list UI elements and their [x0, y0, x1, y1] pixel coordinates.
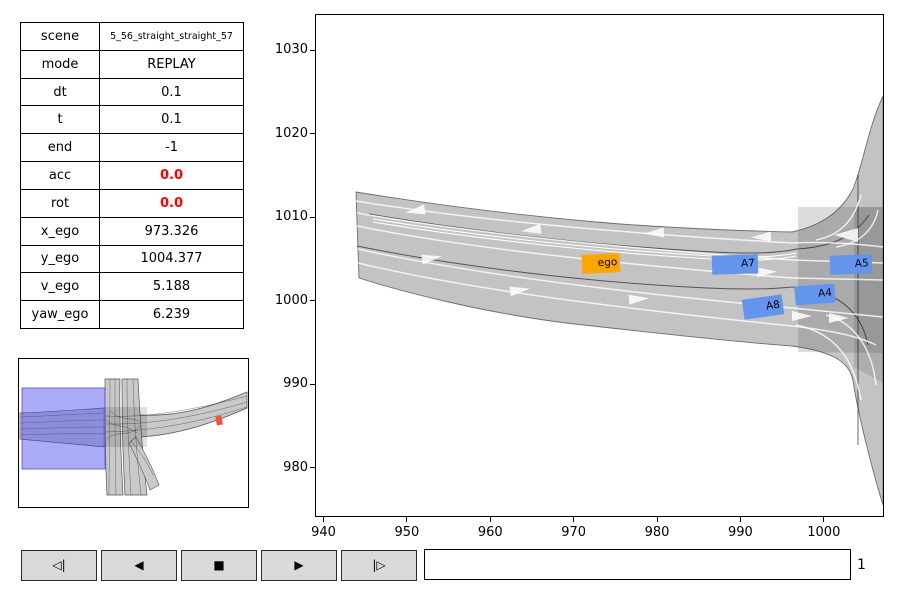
- field-value: 0.0: [99, 188, 244, 218]
- x-tick-label: 950: [394, 525, 420, 540]
- field-label: t: [20, 105, 100, 135]
- table-row: yaw_ego 6.239: [20, 300, 244, 329]
- y-tick-label: 1030: [274, 42, 308, 58]
- scenario-plot: ego A7 A5 A4 A8 940 950 960 970 980 990 1000 980 990…: [275, 14, 884, 540]
- y-tick-mark: [310, 133, 315, 135]
- vehicle-ego: ego: [581, 253, 622, 275]
- minimap-ego-marker: [215, 415, 223, 426]
- ego-state-table: scene 5_56_straight_straight_57 mode REPLAY…: [20, 22, 244, 329]
- field-value: 6.239: [99, 300, 244, 329]
- table-row: acc 0.0: [20, 161, 244, 190]
- y-tick-mark: [310, 49, 315, 51]
- step-forward-button[interactable]: |▷: [341, 550, 417, 581]
- road-surface: [355, 95, 883, 506]
- minimap-lane-lines: [19, 378, 248, 496]
- lane-direction-arrows: [405, 204, 858, 323]
- field-label: v_ego: [20, 272, 100, 302]
- x-tick-mark: [823, 517, 825, 522]
- field-value: 5.188: [99, 272, 244, 302]
- vehicle-label: A7: [740, 257, 755, 270]
- x-tick-label: 940: [311, 525, 336, 540]
- x-tick-mark: [573, 517, 575, 522]
- step-backward-button[interactable]: ◀: [101, 550, 177, 581]
- vehicle-A5: A5: [829, 254, 872, 275]
- table-row: dt 0.1: [20, 77, 244, 107]
- y-tick-mark: [310, 216, 315, 218]
- table-row: t 0.1: [20, 105, 244, 135]
- y-tick-mark: [310, 383, 315, 385]
- field-value: REPLAY: [99, 49, 244, 79]
- skip-to-start-button[interactable]: ◁|: [21, 550, 97, 581]
- x-tick-label: 970: [561, 525, 587, 540]
- table-row: rot 0.0: [20, 188, 244, 218]
- y-tick-label: 980: [283, 459, 308, 475]
- vehicle-label: A8: [765, 298, 781, 313]
- field-value: -1: [99, 133, 244, 163]
- y-tick-label: 1020: [274, 125, 308, 141]
- field-label: acc: [20, 161, 100, 190]
- table-row: y_ego 1004.377: [20, 244, 244, 274]
- x-tick-label: 960: [477, 525, 503, 540]
- x-tick-mark: [739, 517, 741, 522]
- field-label: yaw_ego: [20, 300, 100, 329]
- vehicle-label: ego: [597, 256, 618, 270]
- minimap-roadmap: [19, 378, 248, 496]
- y-tick-label: 990: [283, 376, 308, 392]
- field-value: 1004.377: [99, 244, 244, 274]
- table-row: x_ego 973.326: [20, 216, 244, 246]
- x-tick-label: 1000: [807, 525, 841, 540]
- y-tick-mark: [310, 300, 315, 302]
- table-row: end -1: [20, 133, 244, 163]
- field-value: 0.1: [99, 105, 244, 135]
- minimap-road-east: [138, 391, 248, 438]
- minimap-viewport-region: [21, 387, 106, 470]
- field-value: 0.0: [99, 161, 244, 190]
- field-label: y_ego: [20, 244, 100, 274]
- vehicle-A7: A7: [711, 254, 758, 275]
- center-double-line: [372, 218, 797, 261]
- field-value: 0.1: [99, 77, 244, 107]
- table-row: mode REPLAY: [20, 49, 244, 79]
- y-tick-label: 1010: [274, 209, 308, 225]
- x-tick-mark: [323, 517, 324, 522]
- x-tick-mark: [489, 517, 491, 522]
- field-label: end: [20, 133, 100, 163]
- stop-button[interactable]: ■: [181, 550, 257, 581]
- vehicle-label: A4: [818, 287, 833, 301]
- table-row: v_ego 5.188: [20, 272, 244, 302]
- field-label: rot: [20, 188, 100, 218]
- vehicle-A4: A4: [794, 283, 837, 306]
- minimap-panel: [18, 358, 249, 508]
- x-tick-label: 990: [727, 525, 753, 540]
- x-tick-mark: [406, 517, 408, 522]
- field-value: 973.326: [99, 216, 244, 246]
- y-tick-label: 1000: [274, 292, 308, 308]
- field-label: scene: [20, 22, 100, 51]
- y-tick-mark: [310, 467, 315, 469]
- table-row: scene 5_56_straight_straight_57: [20, 22, 244, 51]
- field-label: mode: [20, 49, 100, 79]
- vehicle-label: A5: [854, 257, 869, 271]
- frame-slider[interactable]: [424, 549, 851, 580]
- x-tick-mark: [656, 517, 658, 522]
- road-scene: [355, 95, 883, 506]
- field-label: x_ego: [20, 216, 100, 246]
- x-tick-label: 980: [644, 525, 670, 540]
- field-value: 5_56_straight_straight_57: [99, 22, 244, 51]
- play-button[interactable]: ▶: [261, 550, 337, 581]
- field-label: dt: [20, 77, 100, 107]
- frame-slider-value: 1: [857, 557, 866, 573]
